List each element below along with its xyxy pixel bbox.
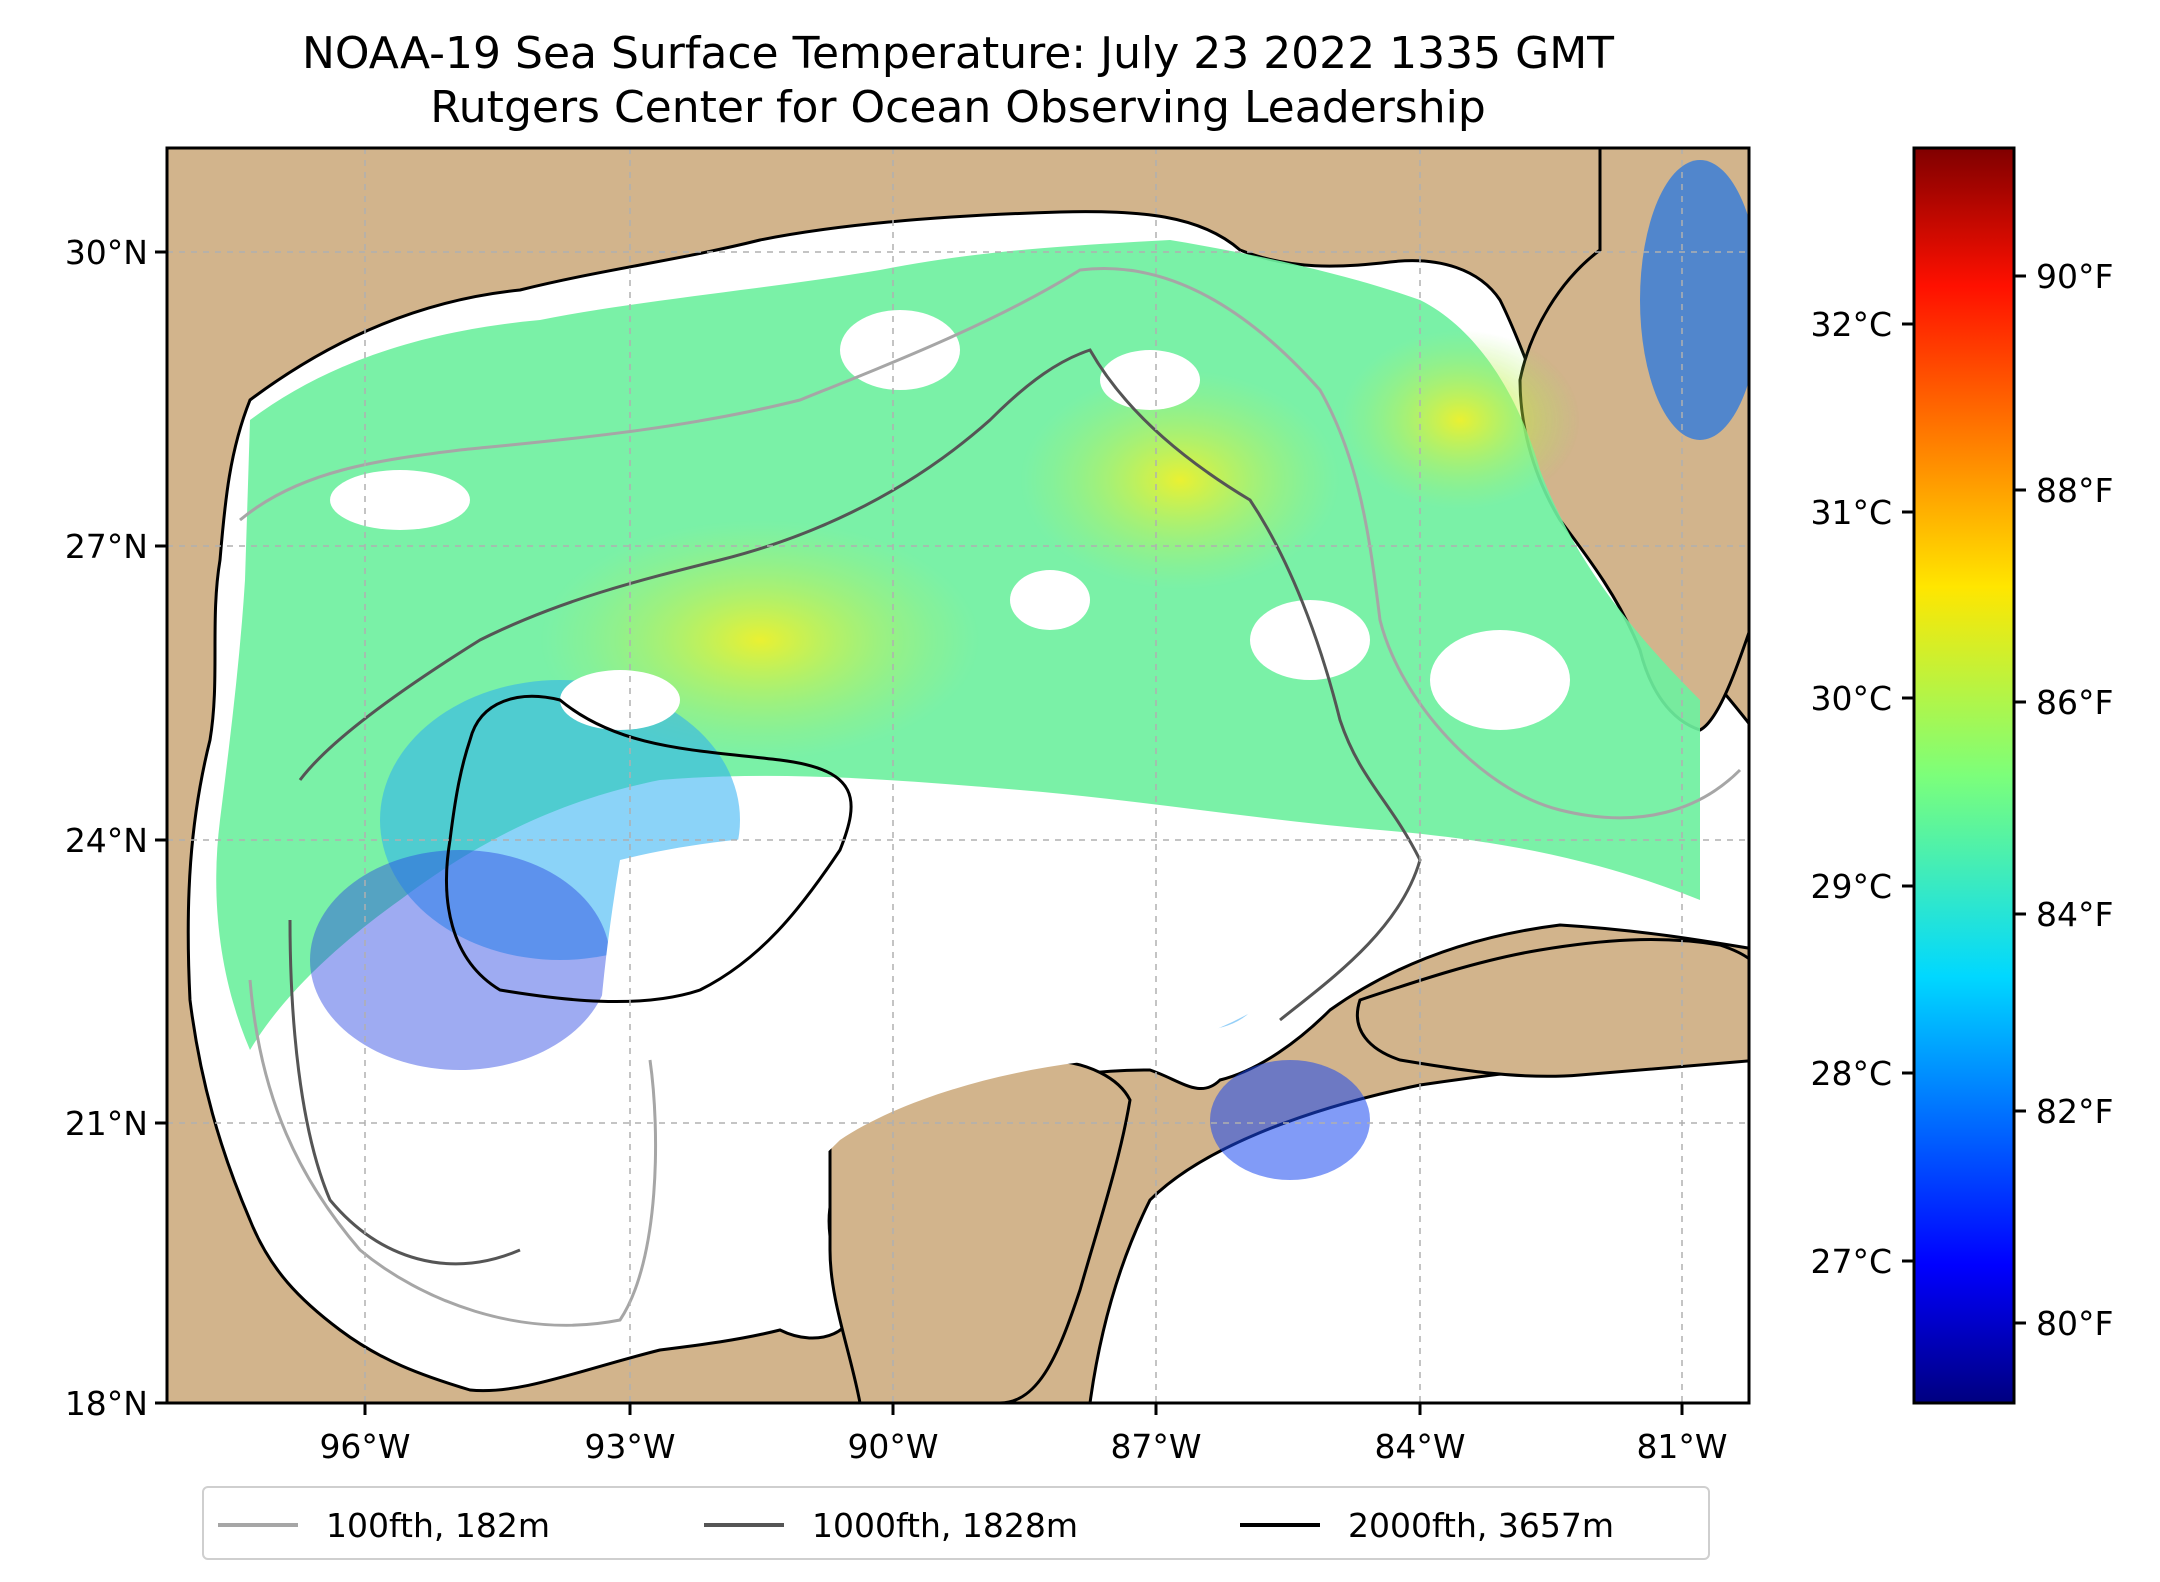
map-subtitle: Rutgers Center for Ocean Observing Leade… — [430, 82, 1486, 133]
legend-item-100fth: 100fth, 182m — [218, 1488, 550, 1562]
fahrenheit-tick-label: 82°F — [2036, 1092, 2113, 1131]
lon-tick-label: 96°W — [319, 1427, 410, 1466]
legend-swatch — [704, 1523, 784, 1527]
map-area — [167, 148, 1749, 1403]
celsius-tick-label: 31°C — [1810, 493, 1892, 532]
celsius-tick-label: 30°C — [1810, 679, 1892, 718]
colorbar: 32°C 31°C 30°C 29°C 28°C 27°C 90°F 88°F … — [1810, 146, 2113, 1405]
lon-tick-label: 87°W — [1110, 1427, 1201, 1466]
legend-label: 1000fth, 1828m — [812, 1505, 1078, 1545]
fahrenheit-tick-label: 86°F — [2036, 683, 2113, 722]
lat-tick-label: 21°N — [65, 1104, 148, 1143]
gridlines — [167, 148, 1749, 1403]
celsius-tick-label: 27°C — [1810, 1242, 1892, 1281]
fahrenheit-tick-label: 80°F — [2036, 1304, 2113, 1343]
contour-100fth — [239, 267, 1742, 1327]
map-frame — [165, 146, 1751, 1405]
celsius-tick-label: 28°C — [1810, 1054, 1892, 1093]
legend-item-2000fth: 2000fth, 3657m — [1240, 1488, 1614, 1562]
lat-tick-label: 27°N — [65, 527, 148, 566]
fahrenheit-tick-label: 84°F — [2036, 895, 2113, 934]
lon-tick-label: 81°W — [1636, 1427, 1727, 1466]
lon-tick-label: 84°W — [1374, 1427, 1465, 1466]
fahrenheit-tick-label: 90°F — [2036, 257, 2113, 296]
contour-legend: 100fth, 182m 1000fth, 1828m 2000fth, 365… — [202, 1486, 1710, 1560]
legend-label: 100fth, 182m — [326, 1505, 550, 1545]
contour-2000fth — [445, 694, 853, 1004]
lon-tick-label: 93°W — [584, 1427, 675, 1466]
no-data-region — [596, 833, 1300, 1233]
lat-tick-label: 18°N — [65, 1384, 148, 1423]
lon-axis: 96°W 93°W 90°W 87°W 84°W 81°W — [319, 1403, 1728, 1466]
celsius-tick-label: 32°C — [1810, 305, 1892, 344]
colorbar-gradient — [1912, 146, 2016, 1405]
contour-1000fth — [288, 348, 1422, 1266]
celsius-tick-label: 29°C — [1810, 867, 1892, 906]
legend-swatch — [218, 1523, 298, 1527]
fahrenheit-tick-label: 88°F — [2036, 471, 2113, 510]
lat-tick-label: 30°N — [65, 233, 148, 272]
legend-swatch — [1240, 1523, 1320, 1527]
legend-label: 2000fth, 3657m — [1348, 1505, 1614, 1545]
lat-axis: 30°N 27°N 24°N 21°N 18°N — [65, 233, 167, 1423]
legend-item-1000fth: 1000fth, 1828m — [704, 1488, 1078, 1562]
map-title: NOAA-19 Sea Surface Temperature: July 23… — [301, 28, 1615, 79]
lat-tick-label: 24°N — [65, 821, 148, 860]
lon-tick-label: 90°W — [847, 1427, 938, 1466]
bathymetry-contours — [239, 267, 1742, 1327]
